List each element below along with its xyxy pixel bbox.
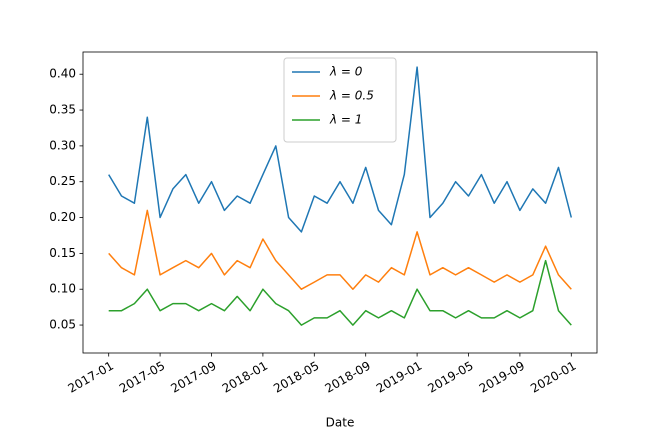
y-tick-label: 0.35 [49, 103, 76, 117]
legend-box [283, 57, 397, 143]
legend-label: λ = 1 [329, 113, 362, 127]
x-tick-label: 2020-01 [528, 359, 578, 396]
y-tick-label: 0.30 [49, 138, 76, 152]
y-tick-label: 0.25 [49, 174, 76, 188]
x-axis-label: Date [326, 416, 355, 430]
legend-label: λ = 0.5 [329, 89, 374, 103]
x-tick-label: 2018-09 [323, 359, 373, 396]
y-tick-label: 0.20 [49, 210, 76, 224]
x-tick-label: 2019-05 [425, 359, 475, 396]
x-tick-label: 2017-05 [117, 359, 167, 396]
x-tick-label: 2017-09 [168, 359, 218, 396]
plot-frame [82, 51, 598, 354]
y-tick-label: 0.10 [49, 282, 76, 296]
legend-label: λ = 0 [329, 65, 363, 79]
line-series [108, 209, 572, 290]
line-series [108, 259, 572, 326]
y-tick-label: 0.40 [49, 67, 76, 81]
y-tick-label: 0.05 [49, 318, 76, 332]
x-tick-label: 2019-09 [477, 359, 527, 396]
y-tick-label: 0.15 [49, 246, 76, 260]
x-tick-label: 2017-01 [66, 359, 116, 396]
x-tick-label: 2018-01 [220, 359, 270, 396]
x-tick-label: 2019-01 [374, 359, 424, 396]
line-series [108, 66, 573, 233]
x-tick-label: 2018-05 [271, 359, 321, 396]
